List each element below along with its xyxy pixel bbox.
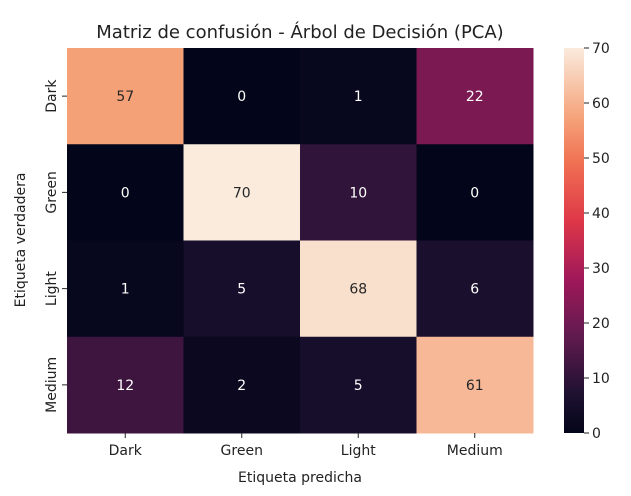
cell-value-label: 5: [237, 282, 246, 298]
y-tick-label: Green: [44, 171, 60, 213]
y-axis: Dark Green Light Medium: [44, 79, 67, 413]
colorbar-tick-label: 70: [592, 41, 610, 57]
colorbar-tick-label: 30: [592, 261, 610, 277]
colorbar-tick-label: 40: [592, 206, 610, 222]
colorbar-tick-label: 60: [592, 96, 610, 112]
heatmap-cell: [183, 48, 301, 145]
y-tick-label: Medium: [44, 357, 60, 413]
colorbar-tick-label: 50: [592, 151, 610, 167]
cell-value-label: 1: [121, 282, 130, 298]
x-tick-label: Green: [221, 443, 263, 459]
heatmap-cell: [416, 240, 534, 338]
y-axis-label: Etiqueta verdadera: [13, 173, 29, 308]
heatmap-cell: [67, 144, 184, 241]
cell-value-label: 68: [349, 282, 367, 298]
x-tick-label: Dark: [109, 443, 143, 459]
colorbar: 0 10 20 30 40 50 60 70: [564, 41, 610, 442]
heatmap-cell: [300, 144, 417, 241]
colorbar-gradient: [564, 48, 584, 433]
colorbar-tick-label: 0: [592, 426, 601, 442]
heatmap-cell: [183, 336, 301, 434]
cell-value-label: 0: [121, 185, 130, 201]
colorbar-tick-label: 20: [592, 316, 610, 332]
cell-value-label: 10: [349, 185, 367, 201]
cell-value-label: 0: [470, 185, 479, 201]
heatmap-cell: [416, 144, 534, 241]
heatmap-cell: [183, 240, 301, 338]
cell-value-label: 22: [466, 89, 484, 105]
cell-value-label: 61: [466, 378, 484, 394]
cell-value-label: 0: [237, 89, 246, 105]
cell-value-label: 5: [354, 378, 363, 394]
heatmap-cell: [300, 336, 417, 434]
chart-title: Matriz de confusión - Árbol de Decisión …: [96, 21, 503, 43]
x-axis: Dark Green Light Medium: [109, 433, 503, 459]
heatmap-cell: [300, 48, 417, 145]
cell-value-label: 70: [233, 185, 251, 201]
x-tick-label: Light: [341, 443, 376, 459]
cell-value-label: 57: [116, 89, 134, 105]
y-tick-label: Light: [44, 271, 60, 306]
colorbar-tick-label: 10: [592, 371, 610, 387]
heatmap-cells: 57 0 1 220 70 10 01 5 68 612 2 5 61: [67, 48, 534, 434]
cell-value-label: 6: [470, 282, 479, 298]
heatmap-cell: [416, 48, 534, 145]
cell-value-label: 1: [354, 89, 363, 105]
y-tick-label: Dark: [44, 79, 60, 113]
x-tick-label: Medium: [447, 443, 503, 459]
heatmap-cell: [300, 240, 417, 338]
heatmap-cell: [67, 48, 184, 145]
heatmap-cell: [67, 336, 184, 434]
cell-value-label: 2: [237, 378, 246, 394]
heatmap-cell: [183, 144, 301, 241]
heatmap-cell: [416, 336, 534, 434]
x-axis-label: Etiqueta predicha: [238, 470, 362, 486]
heatmap-cell: [67, 240, 184, 338]
cell-value-label: 12: [116, 378, 134, 394]
